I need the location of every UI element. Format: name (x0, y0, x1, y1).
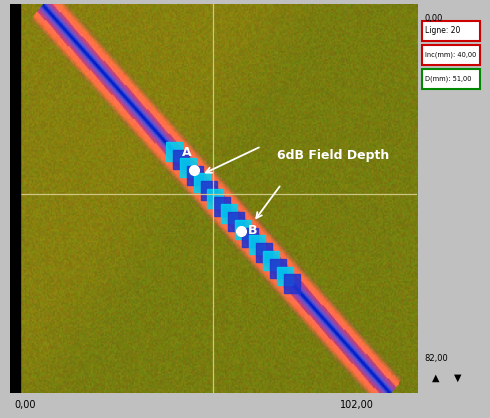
Text: 6dB Field Depth: 6dB Field Depth (277, 149, 390, 162)
Bar (256, 243, 272, 262)
Bar (249, 235, 265, 255)
Bar (194, 173, 210, 192)
Bar (166, 142, 182, 161)
Text: 0,00: 0,00 (424, 14, 443, 23)
Text: A: A (181, 146, 191, 159)
Text: Inc(mm): 40,00: Inc(mm): 40,00 (424, 51, 476, 58)
Text: 82,00: 82,00 (424, 354, 448, 363)
Text: ▲: ▲ (432, 373, 440, 383)
Text: 0,00: 0,00 (15, 400, 36, 410)
Bar (215, 196, 230, 216)
Text: D(mm): 51,00: D(mm): 51,00 (424, 76, 471, 82)
FancyBboxPatch shape (422, 45, 480, 65)
Bar (235, 220, 251, 239)
Text: B: B (247, 224, 257, 237)
Bar (242, 228, 258, 247)
Bar (221, 204, 237, 223)
Bar (270, 259, 286, 278)
Text: 102,00: 102,00 (340, 400, 374, 410)
Bar (173, 150, 189, 169)
Text: Ligne: 20: Ligne: 20 (424, 26, 460, 35)
Bar (277, 267, 293, 285)
Bar (228, 212, 245, 231)
FancyBboxPatch shape (422, 21, 480, 41)
Bar (200, 181, 217, 200)
Bar (263, 251, 279, 270)
FancyBboxPatch shape (422, 69, 480, 89)
Text: ▼: ▼ (454, 373, 462, 383)
Bar (187, 166, 203, 184)
Bar (284, 274, 300, 293)
Bar (180, 158, 196, 177)
Bar (10, 4, 20, 393)
Bar (207, 189, 223, 208)
